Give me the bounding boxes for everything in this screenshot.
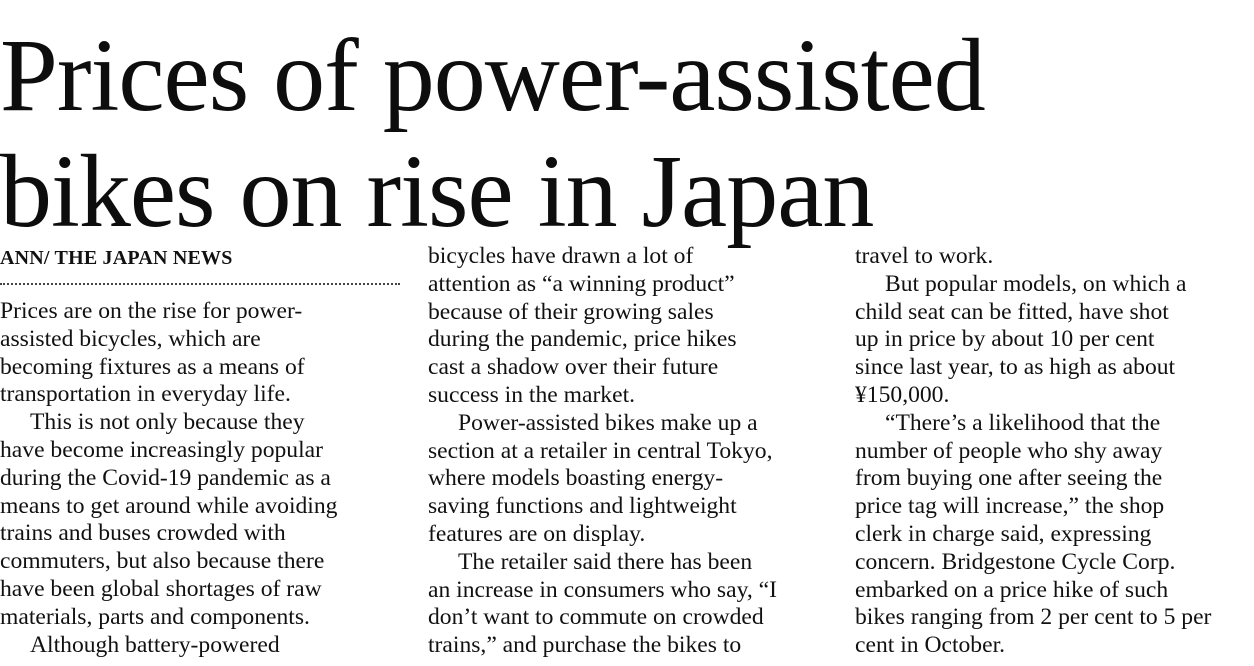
article-text-line: transportation in everyday life.: [0, 381, 291, 408]
article-text-line: number of people who shy away: [855, 437, 1163, 464]
article-text-line: during the Covid-19 pandemic as a: [0, 464, 331, 491]
article-text-line: an increase in consumers who say, “I: [428, 576, 777, 603]
article-text-line: “There’s a likelihood that the: [885, 409, 1161, 436]
article-text-line: section at a retailer in central Tokyo,: [428, 437, 773, 464]
article-text-line: commuters, but also because there: [0, 548, 325, 575]
article-text-line: bikes ranging from 2 per cent to 5 per: [855, 604, 1212, 631]
headline: Prices of power-assisted bikes on rise i…: [0, 18, 1254, 250]
article-text-line: from buying one after seeing the: [855, 465, 1163, 492]
article-text-line: means to get around while avoiding: [0, 492, 338, 519]
article-text-line: ¥150,000.: [855, 381, 950, 408]
headline-line: bikes on rise in Japan: [0, 134, 874, 249]
article-text-line: bicycles have drawn a lot of: [428, 243, 694, 269]
article-text-line: Although battery-powered: [30, 631, 280, 658]
article-text-line: have become increasingly popular: [0, 436, 323, 463]
byline: ANN/ THE JAPAN NEWS: [0, 247, 233, 269]
article-text-line: materials, parts and components.: [0, 603, 310, 630]
headline-line: Prices of power-assisted: [0, 18, 986, 133]
article-text-line: price tag will increase,” the shop: [855, 493, 1165, 520]
article-text-line: assisted bicycles, which are: [0, 325, 261, 352]
article-text-line: up in price by about 10 per cent: [855, 326, 1155, 353]
article-text-line: trains and buses crowded with: [0, 520, 286, 547]
article-text-line: The retailer said there has been: [458, 548, 753, 575]
article-text-line: embarked on a price hike of such: [855, 576, 1169, 603]
article-text-line: since last year, to as high as about: [855, 354, 1176, 381]
article-text-line: Prices are on the rise for power-: [0, 298, 303, 324]
article-text-line: trains,” and purchase the bikes to: [428, 632, 742, 659]
article-text-line: cast a shadow over their future: [428, 354, 719, 381]
byline-divider: [0, 283, 400, 285]
article-text-line: clerk in charge said, expressing: [855, 520, 1152, 547]
article-text-line: concern. Bridgestone Cycle Corp.: [855, 548, 1176, 575]
article-text-line: have been global shortages of raw: [0, 575, 322, 602]
article-text-line: where models boasting energy-: [428, 465, 724, 492]
article-column-1: Prices are on the rise for power-assiste…: [0, 298, 400, 659]
article-text-line: Power-assisted bikes make up a: [458, 409, 758, 436]
article-text-line: because of their growing sales: [428, 298, 714, 325]
article-text-line: saving functions and lightweight: [428, 493, 737, 520]
article-text-line: attention as “a winning product”: [428, 270, 735, 297]
article-text-line: becoming fixtures as a means of: [0, 353, 305, 380]
article-text-line: features are on display.: [428, 520, 646, 547]
article-column-3: travel to work. But popular models, on wh…: [855, 243, 1254, 660]
article-text-line: cent in October.: [855, 632, 1006, 659]
article-text-line: This is not only because they: [30, 409, 305, 436]
article-text-line: don’t want to commute on crowded: [428, 604, 764, 631]
article-text-line: travel to work.: [855, 243, 994, 269]
article-text-line: But popular models, on which a: [885, 270, 1187, 297]
article-text-line: success in the market.: [428, 381, 636, 408]
article-column-2: bicycles have drawn a lot of attention as…: [428, 243, 828, 660]
article-text-line: during the pandemic, price hikes: [428, 326, 737, 353]
article-text-line: child seat can be fitted, have shot: [855, 298, 1169, 325]
